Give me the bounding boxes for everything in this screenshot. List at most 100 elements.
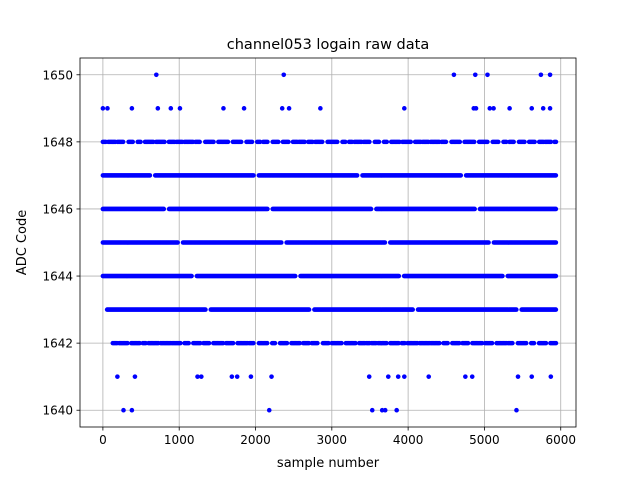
data-point bbox=[249, 139, 255, 145]
data-point bbox=[510, 340, 515, 346]
data-point bbox=[463, 374, 468, 379]
data-point bbox=[229, 374, 235, 379]
data-point bbox=[138, 139, 143, 145]
data-point bbox=[265, 139, 270, 145]
data-point bbox=[234, 374, 240, 379]
data-point bbox=[495, 139, 501, 145]
data-point bbox=[195, 374, 200, 379]
data-point bbox=[553, 206, 559, 212]
chart-title: channel053 logain raw data bbox=[227, 37, 429, 53]
data-point bbox=[115, 374, 120, 379]
data-point bbox=[491, 106, 496, 111]
data-point bbox=[286, 106, 292, 111]
data-point bbox=[302, 139, 307, 145]
data-point bbox=[465, 340, 471, 346]
data-point bbox=[238, 139, 244, 145]
data-point bbox=[369, 407, 375, 413]
data-point bbox=[402, 106, 407, 111]
data-point bbox=[553, 340, 559, 346]
data-point bbox=[538, 72, 544, 78]
data-point bbox=[515, 374, 521, 379]
data-point bbox=[225, 139, 231, 145]
data-point bbox=[251, 173, 256, 178]
data-point bbox=[531, 340, 537, 346]
data-point bbox=[395, 374, 401, 379]
data-point bbox=[437, 340, 442, 346]
data-point bbox=[168, 106, 174, 111]
data-point bbox=[264, 340, 270, 346]
data-point bbox=[522, 139, 527, 145]
x-axis-ticks: 0 1000 2000 3000 4000 5000 6000 bbox=[99, 427, 576, 447]
data-point bbox=[162, 139, 167, 145]
data-point bbox=[266, 407, 272, 413]
x-tick-label: 6000 bbox=[545, 433, 576, 447]
data-point bbox=[292, 273, 298, 279]
data-point bbox=[334, 139, 340, 145]
y-axis-ticks: 1640 1642 1644 1646 1648 1650 bbox=[42, 68, 80, 418]
data-point bbox=[197, 340, 203, 346]
data-point bbox=[511, 139, 516, 145]
data-point bbox=[251, 340, 256, 346]
data-point bbox=[257, 139, 263, 145]
data-point bbox=[339, 340, 344, 346]
data-point bbox=[514, 407, 519, 413]
data-point bbox=[230, 340, 236, 346]
data-point bbox=[473, 106, 479, 111]
data-point bbox=[426, 374, 432, 379]
data-point bbox=[507, 106, 512, 111]
data-point bbox=[284, 340, 290, 346]
data-point bbox=[129, 407, 135, 413]
data-point bbox=[547, 72, 553, 78]
y-axis-label: ADC Code bbox=[15, 210, 30, 275]
data-point bbox=[161, 206, 167, 212]
data-point bbox=[354, 173, 360, 178]
data-point bbox=[275, 139, 281, 145]
data-point bbox=[394, 407, 399, 413]
data-point bbox=[318, 106, 323, 111]
data-point bbox=[241, 106, 247, 111]
data-point bbox=[199, 374, 204, 379]
y-tick-label: 1642 bbox=[42, 337, 73, 351]
data-point bbox=[553, 307, 559, 312]
x-axis-label: sample number bbox=[277, 456, 380, 471]
data-point bbox=[286, 139, 291, 145]
data-point bbox=[129, 106, 135, 111]
data-point bbox=[189, 273, 194, 279]
x-tick-label: 3000 bbox=[317, 433, 348, 447]
data-point bbox=[278, 240, 284, 245]
data-point bbox=[315, 340, 320, 346]
data-point bbox=[353, 340, 358, 346]
data-point bbox=[540, 106, 546, 111]
data-point bbox=[130, 139, 136, 145]
x-tick-label: 2000 bbox=[240, 433, 271, 447]
data-point bbox=[279, 106, 285, 111]
data-point bbox=[396, 273, 402, 279]
y-tick-label: 1648 bbox=[42, 135, 73, 149]
data-point bbox=[532, 139, 537, 145]
data-point bbox=[120, 139, 126, 145]
data-point bbox=[489, 340, 495, 346]
data-point bbox=[100, 106, 106, 111]
data-point bbox=[396, 340, 401, 346]
y-tick-label: 1646 bbox=[42, 202, 73, 216]
data-point bbox=[408, 139, 414, 145]
data-point bbox=[265, 206, 270, 212]
data-point bbox=[500, 273, 505, 279]
data-point bbox=[125, 340, 130, 346]
data-point bbox=[211, 139, 216, 145]
plot-area-frame bbox=[79, 57, 577, 428]
data-point bbox=[220, 340, 226, 346]
data-point bbox=[382, 240, 388, 245]
data-point bbox=[105, 106, 110, 111]
data-point bbox=[472, 72, 478, 78]
y-tick-label: 1644 bbox=[42, 270, 73, 284]
data-point bbox=[469, 374, 475, 379]
y-tick-label: 1650 bbox=[42, 68, 73, 82]
data-points bbox=[100, 72, 559, 413]
data-point bbox=[175, 240, 180, 245]
data-point bbox=[269, 374, 274, 379]
data-point bbox=[529, 374, 535, 379]
data-point bbox=[186, 340, 191, 346]
data-point bbox=[402, 374, 407, 379]
